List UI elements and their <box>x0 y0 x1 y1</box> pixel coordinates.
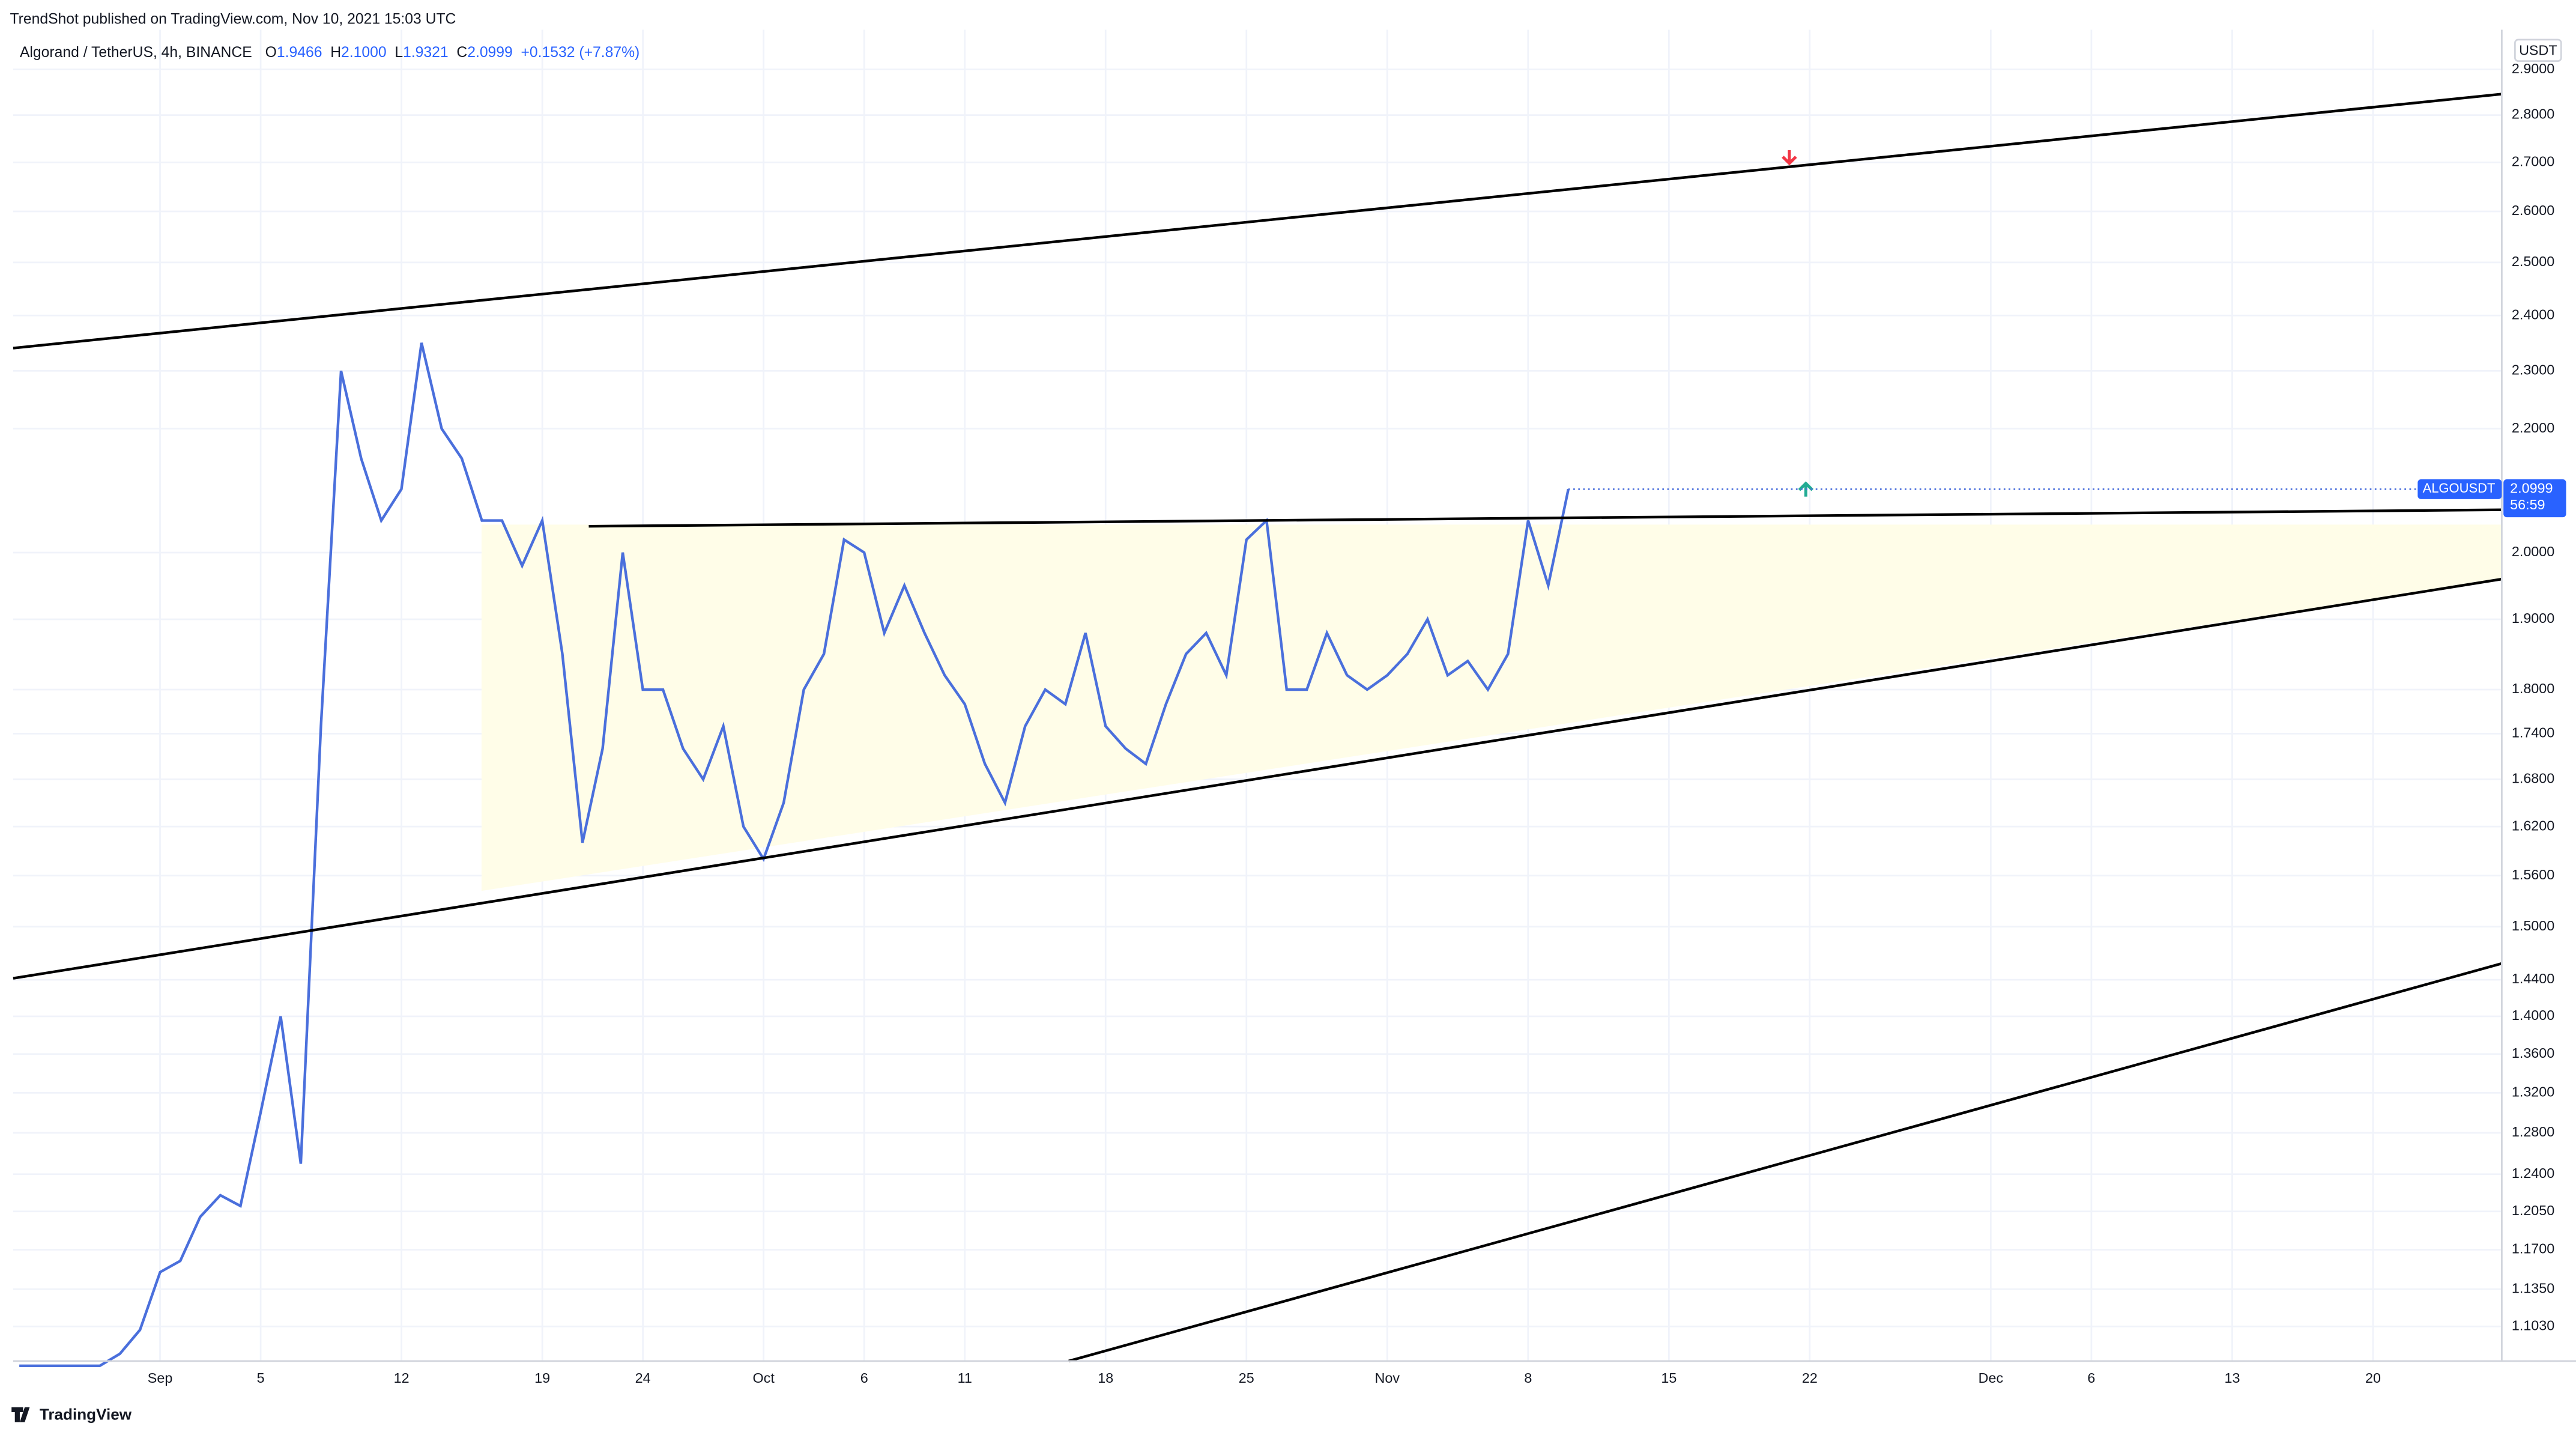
y-tick-label: 1.6200 <box>2512 818 2554 833</box>
y-tick-label: 2.5000 <box>2512 253 2554 269</box>
x-tick-label: 6 <box>2087 1370 2095 1386</box>
symbol-tag <box>2417 479 2502 499</box>
support-line <box>13 577 2502 980</box>
y-tick-label: 2.0000 <box>2512 544 2554 559</box>
upper-channel <box>13 93 2502 350</box>
y-tick-label: 1.2800 <box>2512 1124 2554 1139</box>
symbol-title: Algorand / TetherUS, 4h, BINANCE <box>20 44 252 60</box>
x-tick-label: 12 <box>394 1370 410 1386</box>
axis-labels: 2.9000 2.8000 2.7000 2.6000 2.5000 2.4000 2.30… <box>148 61 2554 1386</box>
change: +0.1532 (+7.87%) <box>521 44 640 60</box>
y-tick-label: 1.7400 <box>2512 725 2554 741</box>
currency[interactable]: USDT <box>2519 42 2557 58</box>
y-tick-label: 1.6800 <box>2512 771 2554 786</box>
h-label: H <box>330 44 341 60</box>
high: 2.1000 <box>341 44 387 60</box>
logo-mark <box>11 1407 30 1422</box>
plot <box>19 342 1570 1368</box>
price-line <box>19 342 1570 1368</box>
arrow-down <box>1782 150 1797 166</box>
trend-lines <box>13 93 2502 1362</box>
x-tick-label: 6 <box>860 1370 868 1386</box>
x-tick-label: 15 <box>1661 1370 1677 1386</box>
x-tick-label: 20 <box>2365 1370 2381 1386</box>
currency-box[interactable] <box>2514 38 2562 62</box>
legend-line: Algorand / TetherUS, 4h, BINANCE O1.9466 H… <box>20 44 639 60</box>
x-tick-label: 24 <box>635 1370 651 1386</box>
x-tick-label: Nov <box>1375 1370 1400 1386</box>
y-tick-label: 2.3000 <box>2512 362 2554 378</box>
y-tick-label: 1.4400 <box>2512 971 2554 986</box>
legend: Algorand / TetherUS, 4h, BINANCE O1.9466 H… <box>20 44 639 60</box>
y-tick-label: 1.1030 <box>2512 1317 2554 1333</box>
x-tick-label: 8 <box>1524 1370 1532 1386</box>
y-tick-label: 2.4000 <box>2512 306 2554 322</box>
l-label: L <box>395 44 403 60</box>
price-tag-text: 2.0999 <box>2510 481 2553 496</box>
x-tick-label: Sep <box>148 1370 173 1386</box>
x-tick-label: 5 <box>257 1370 265 1386</box>
y-tick-label: 1.9000 <box>2512 610 2554 626</box>
tv-logo: TradingView <box>11 1405 132 1423</box>
c-label: C <box>456 44 467 60</box>
y-tick-label: 1.3200 <box>2512 1084 2554 1100</box>
x-tick-label: Dec <box>1979 1370 2004 1386</box>
low: 1.9321 <box>403 44 449 60</box>
publish-info: TrendShot published on TradingView.com, … <box>10 11 456 28</box>
lower-channel <box>1068 962 2502 1362</box>
y-tick-label: 1.5000 <box>2512 918 2554 933</box>
y-tick-label: 2.8000 <box>2512 106 2554 122</box>
y-tick-label: 2.6000 <box>2512 202 2554 218</box>
x-tick-label: 11 <box>958 1370 972 1386</box>
x-tick-label: 18 <box>1098 1370 1113 1386</box>
y-tick-label: 1.2050 <box>2512 1203 2554 1218</box>
o-label: O <box>265 44 277 60</box>
y-tick-label: 2.7000 <box>2512 153 2554 169</box>
y-tick-label: 1.8000 <box>2512 681 2554 696</box>
y-tick-label: 1.1700 <box>2512 1241 2554 1257</box>
x-tick-label: 22 <box>1802 1370 1818 1386</box>
y-tick-label: 2.2000 <box>2512 420 2554 435</box>
close: 2.0999 <box>467 44 513 60</box>
y-tick-label: 1.3600 <box>2512 1045 2554 1061</box>
countdown: 56:59 <box>2510 497 2545 512</box>
y-tick-label: 2.9000 <box>2512 61 2554 76</box>
price-tag <box>2503 479 2566 518</box>
x-tick-label: 13 <box>2224 1370 2240 1386</box>
y-tick-label: 1.1350 <box>2512 1280 2554 1296</box>
x-tick-label: 19 <box>534 1370 550 1386</box>
x-tick-label: 25 <box>1239 1370 1254 1386</box>
resistance-line <box>588 508 2502 528</box>
open: 1.9466 <box>277 44 322 60</box>
y-tick-label: 1.4000 <box>2512 1007 2554 1023</box>
y-tick-label: 1.5600 <box>2512 867 2554 882</box>
y-tick-label: 1.2400 <box>2512 1165 2554 1181</box>
symbol-tag-text: ALGOUSDT <box>2423 481 2496 496</box>
triangle-zone <box>481 524 2502 891</box>
x-tick-label: Oct <box>753 1370 775 1386</box>
footer-brand: TradingView <box>40 1405 132 1423</box>
